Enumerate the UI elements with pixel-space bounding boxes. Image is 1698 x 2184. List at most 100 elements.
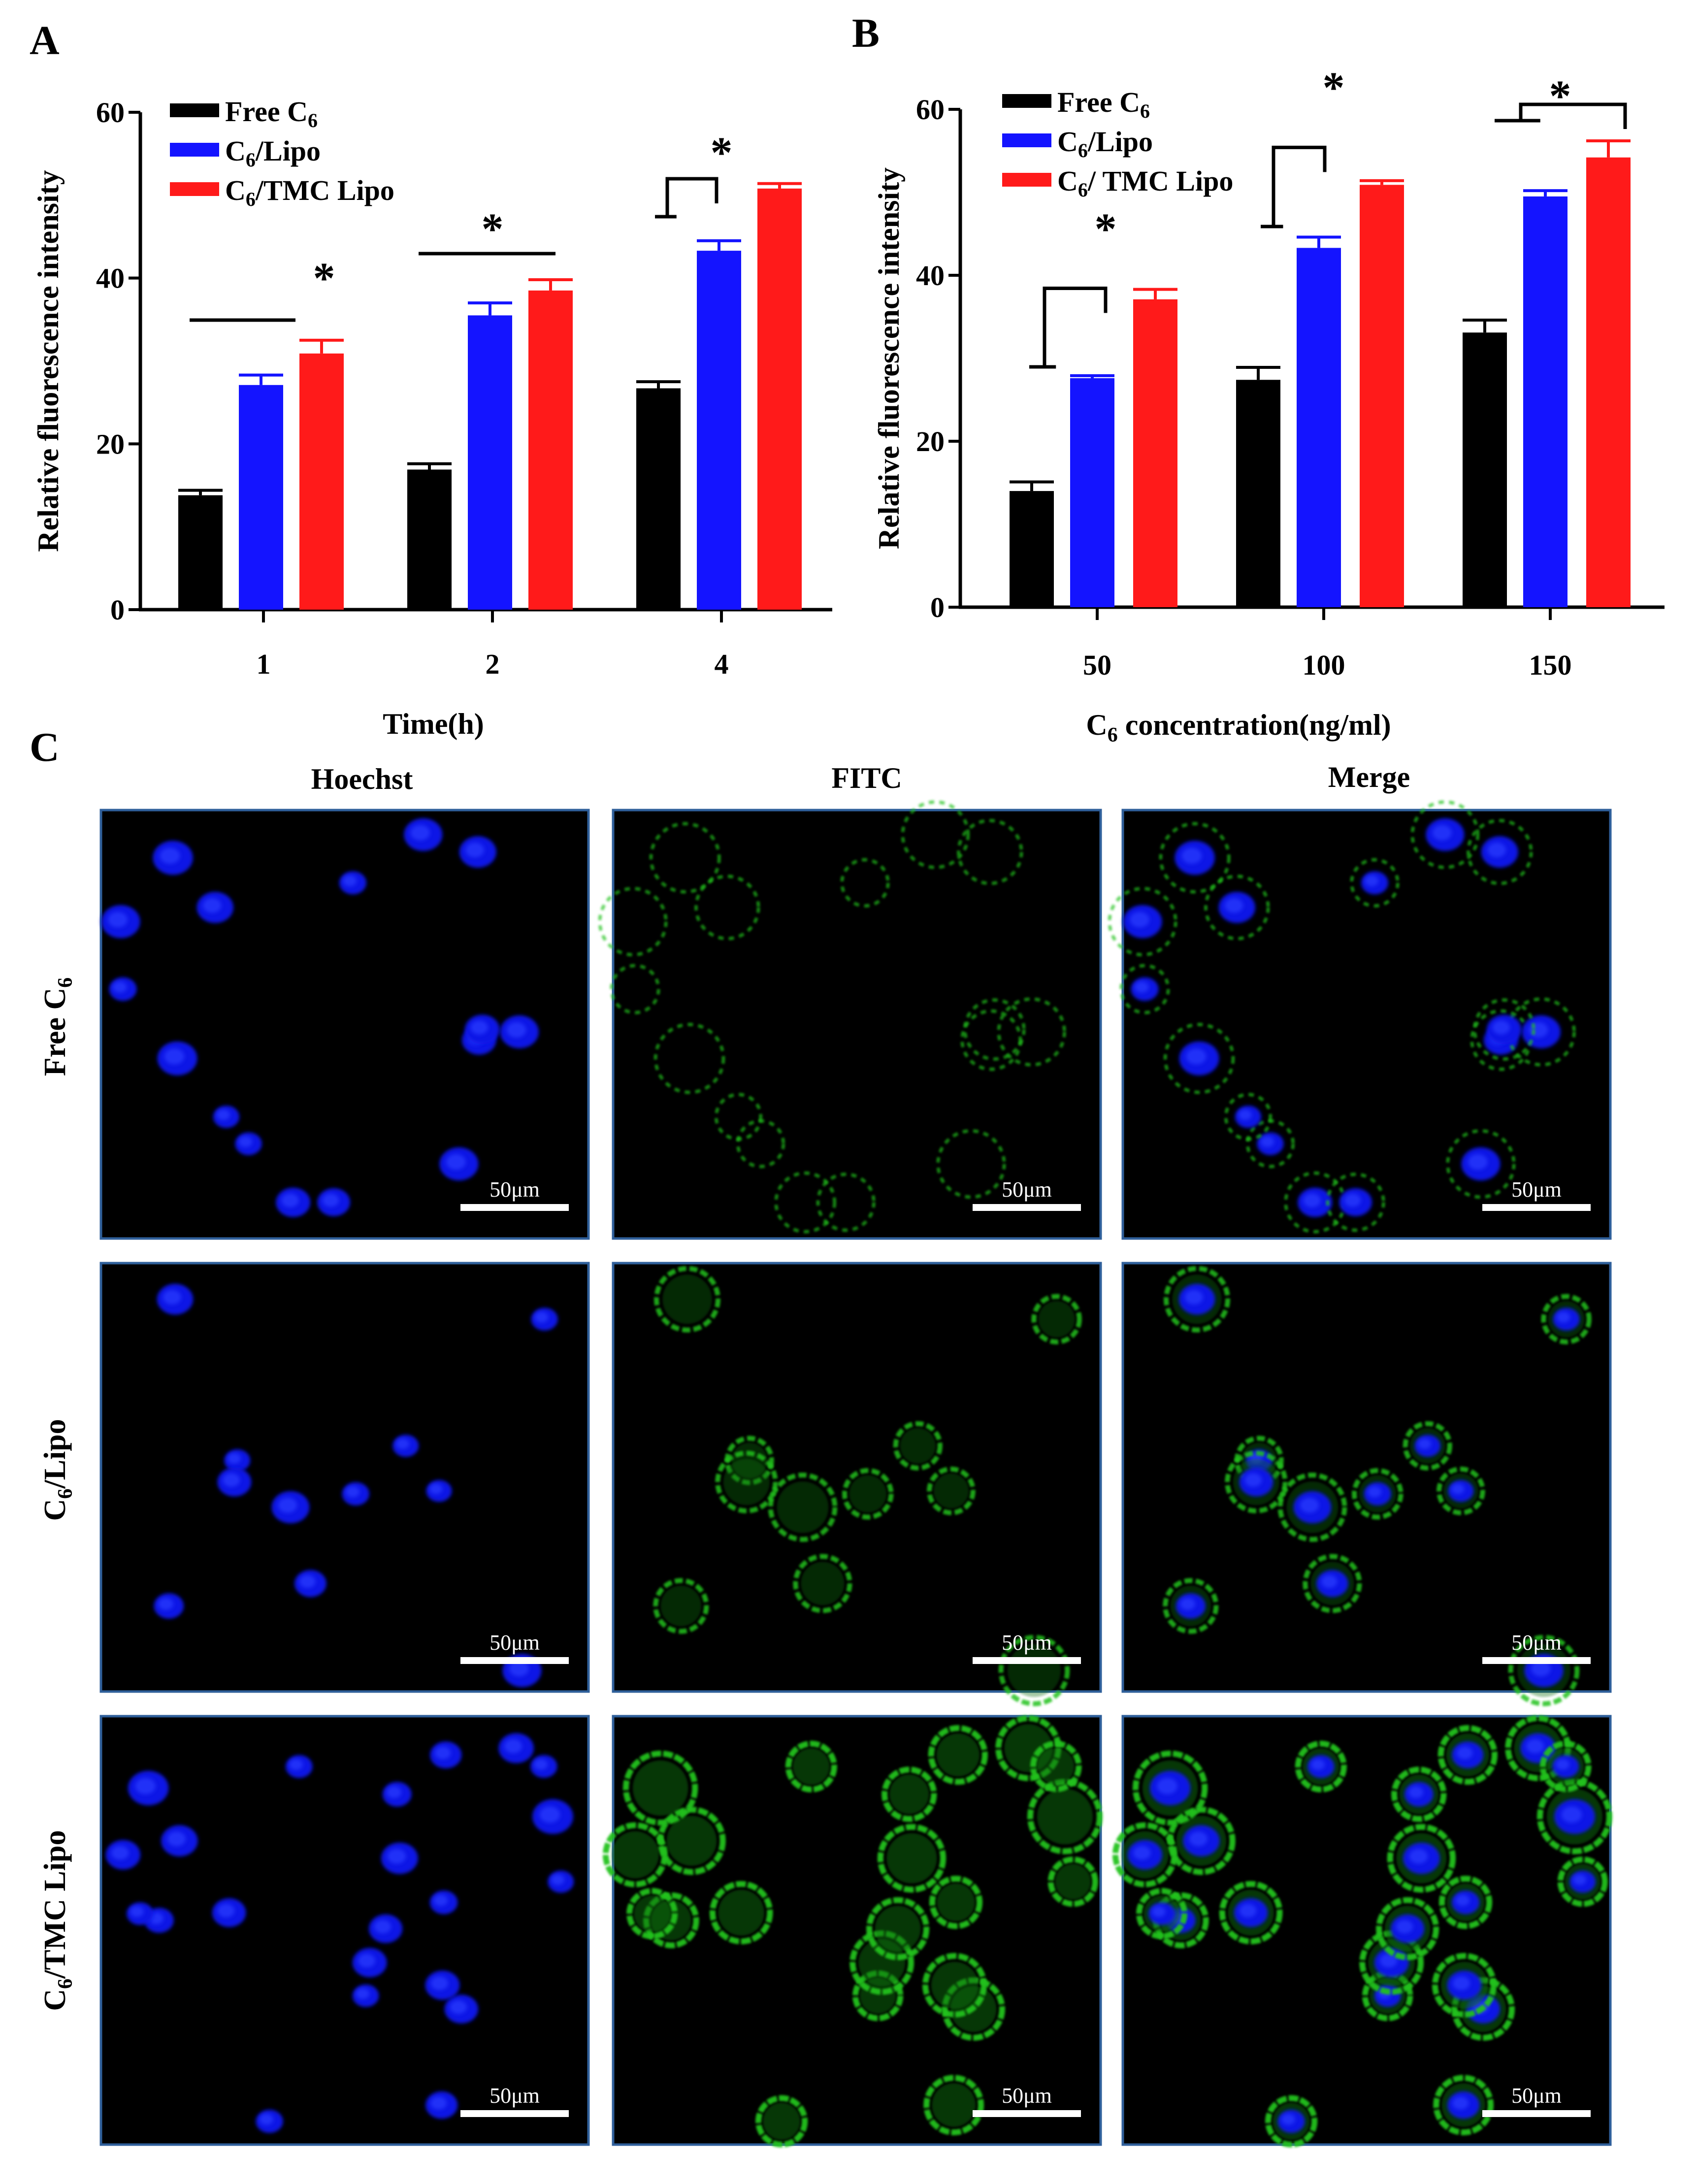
cell-nucleus-highlight: [163, 1290, 181, 1305]
cell-nucleus-highlight: [164, 1048, 185, 1065]
chart-b-legend-swatch-1: [1002, 94, 1051, 108]
cell-membrane-stain: [840, 858, 890, 908]
cell-nucleus-highlight: [1526, 1739, 1544, 1754]
cell-cytoplasm-stain: [886, 1833, 937, 1884]
cell-membrane-stain: [1326, 1173, 1385, 1232]
cell-membrane-stain: [785, 1740, 837, 1793]
cell-nucleus-highlight: [228, 1453, 241, 1464]
cell-cytoplasm-stain: [1038, 1748, 1075, 1785]
cell-cytoplasm-stain: [723, 1459, 770, 1505]
chart-a-significance-star-3: *: [711, 129, 733, 177]
scale-bar: [973, 2110, 1081, 2117]
chart-a-x-tick-label: 4: [715, 648, 729, 680]
micrograph-grid: 50μm 50μm 50μm 50μm 50μm 50μm 50μm 50μm 50μm: [99, 800, 1613, 2148]
cell-nucleus-highlight: [1561, 1806, 1582, 1823]
chart-a-x-tick-label: 2: [486, 648, 500, 680]
cell-membrane-stain: [997, 997, 1066, 1067]
chart-b-significance-star-2: *: [1323, 64, 1345, 112]
chart-a-legend-label-2: C6/Lipo: [225, 135, 321, 171]
cell-membrane-stain: [1303, 1554, 1362, 1613]
cell-membrane-stain: [1437, 1725, 1498, 1785]
cell-nucleus-highlight: [1556, 1759, 1569, 1770]
scale-bar: [460, 2110, 569, 2117]
cell-membrane-stain: [653, 1022, 725, 1094]
cell-nucleus-highlight: [358, 1954, 376, 1968]
chart-b-bar-s2-c2: [1297, 248, 1341, 607]
chart-b-y-axis-title: Relative fluorescence intensity: [873, 167, 905, 549]
chart-b-significance-bracket: [1029, 287, 1108, 369]
cell-nucleus-highlight: [1451, 1484, 1465, 1495]
cell-membrane-stain: [653, 1578, 709, 1634]
cell-nucleus-highlight: [446, 1154, 466, 1170]
scale-bar-label: 50μm: [1511, 1630, 1562, 1655]
cell-cytoplasm-stain: [1038, 1301, 1075, 1337]
cell-cytoplasm-stain: [793, 1748, 830, 1785]
cell-cytoplasm-stain: [660, 1585, 702, 1627]
cell-membrane-stain: [602, 1822, 668, 1888]
cell-membrane-stain: [882, 1766, 937, 1822]
chart-b-significance-bracket: [1495, 102, 1627, 129]
cell-nucleus-highlight: [1531, 1661, 1551, 1677]
cell-nucleus-highlight: [281, 1193, 299, 1207]
cell-nucleus-highlight: [1260, 1136, 1274, 1147]
cell-nucleus-highlight: [1396, 1920, 1413, 1934]
chart-b-bar-s3-c2: [1360, 185, 1404, 608]
chart-b-legend-label-1: Free C6: [1057, 86, 1150, 122]
micrograph-frame: [99, 1262, 590, 1693]
chart-a: 0 20 40 60 Relative fluorescence intensity 1 2…: [32, 96, 832, 740]
cell-nucleus-highlight: [1468, 1154, 1488, 1170]
scale-bar: [460, 1204, 569, 1211]
cell-membrane-stain: [793, 1554, 852, 1613]
cell-membrane-stain: [1047, 1857, 1098, 1907]
chart-a-bar-s2-c1: [239, 385, 283, 610]
cell-cytoplasm-stain: [1055, 1864, 1091, 1900]
cell-membrane-stain: [1112, 1822, 1177, 1888]
chart-b-bar-s1-c2: [1236, 380, 1280, 607]
cell-membrane-stain: [610, 964, 660, 1014]
cell-nucleus-highlight: [1244, 1473, 1262, 1487]
row-heading-c6-lipo: C6/Lipo: [38, 1419, 77, 1521]
cell-nucleus-highlight: [289, 1759, 303, 1770]
cell-nucleus-highlight: [1240, 1904, 1257, 1918]
cell-nucleus-highlight: [1453, 1976, 1470, 1990]
cell-nucleus-highlight: [507, 1022, 526, 1038]
cell-cytoplasm-stain: [611, 1831, 659, 1879]
scale-bar: [973, 1204, 1081, 1211]
cell-membrane-stain: [928, 1725, 988, 1785]
cell-nucleus-highlight: [429, 1484, 443, 1495]
chart-b-x-tick-label: 50: [1083, 649, 1111, 681]
cell-nucleus-highlight: [450, 2000, 467, 2014]
cell-membrane-stain: [1225, 1450, 1288, 1514]
chart-b-legend-swatch-3: [1002, 173, 1051, 187]
cell-membrane-stain: [715, 1450, 778, 1514]
cell-nucleus-highlight: [1225, 898, 1243, 913]
chart-a-bar-s1-c1: [178, 495, 223, 610]
chart-a-significance-star-1: *: [313, 254, 335, 303]
micrograph-frame: [612, 809, 1102, 1240]
micrograph-r1-c1: 50μm: [99, 809, 590, 1240]
cell-nucleus-highlight: [387, 1786, 402, 1798]
chart-a-legend-swatch-1: [170, 103, 219, 117]
cell-nucleus-highlight: [433, 1894, 448, 1906]
cell-membrane-stain: [774, 1171, 837, 1234]
cell-membrane-stain: [927, 1467, 976, 1515]
cell-membrane-stain: [1410, 800, 1480, 869]
cell-nucleus-highlight: [410, 825, 430, 841]
cell-nucleus-highlight: [1344, 1193, 1361, 1207]
scale-bar: [1482, 1657, 1591, 1664]
cell-nucleus-highlight: [1409, 1849, 1428, 1864]
cell-nucleus-highlight: [223, 1473, 240, 1487]
chart-a-y-tick-label: 20: [96, 428, 125, 460]
cell-membrane-stain: [1391, 1766, 1447, 1822]
cell-nucleus-highlight: [130, 1906, 144, 1917]
cell-cytoplasm-stain: [634, 1895, 670, 1932]
cell-nucleus-highlight: [1181, 848, 1202, 864]
chart-a-bar-s2-c3: [697, 251, 741, 610]
chart-b-y-tick-label: 40: [916, 260, 945, 292]
cell-membrane-stain: [866, 1897, 930, 1960]
cell-nucleus-highlight: [1300, 1498, 1319, 1513]
cell-nucleus-highlight: [1321, 1575, 1338, 1588]
cell-nucleus-highlight: [1281, 2114, 1295, 2125]
cell-membrane-stain: [1472, 998, 1535, 1061]
